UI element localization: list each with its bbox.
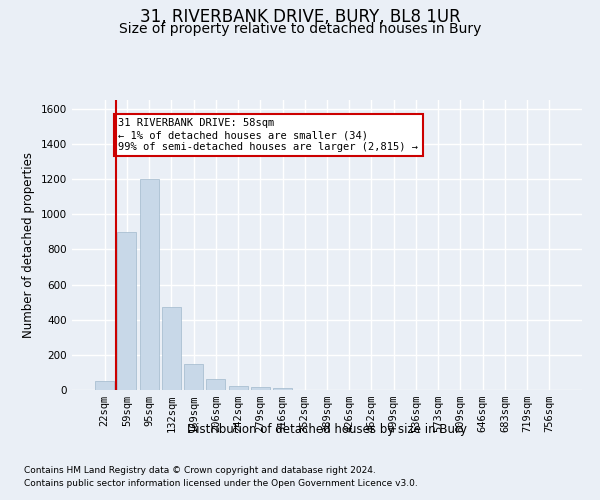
Text: 31, RIVERBANK DRIVE, BURY, BL8 1UR: 31, RIVERBANK DRIVE, BURY, BL8 1UR <box>140 8 460 26</box>
Text: Size of property relative to detached houses in Bury: Size of property relative to detached ho… <box>119 22 481 36</box>
Text: Contains public sector information licensed under the Open Government Licence v3: Contains public sector information licen… <box>24 479 418 488</box>
Bar <box>162 308 181 390</box>
Bar <box>273 388 292 390</box>
Bar <box>206 380 225 390</box>
Text: Distribution of detached houses by size in Bury: Distribution of detached houses by size … <box>187 422 467 436</box>
Text: 31 RIVERBANK DRIVE: 58sqm
← 1% of detached houses are smaller (34)
99% of semi-d: 31 RIVERBANK DRIVE: 58sqm ← 1% of detach… <box>118 118 418 152</box>
Text: Contains HM Land Registry data © Crown copyright and database right 2024.: Contains HM Land Registry data © Crown c… <box>24 466 376 475</box>
Bar <box>251 387 270 390</box>
Bar <box>229 386 248 390</box>
Bar <box>118 232 136 390</box>
Bar <box>184 364 203 390</box>
Bar <box>95 381 114 390</box>
Bar <box>140 179 158 390</box>
Y-axis label: Number of detached properties: Number of detached properties <box>22 152 35 338</box>
